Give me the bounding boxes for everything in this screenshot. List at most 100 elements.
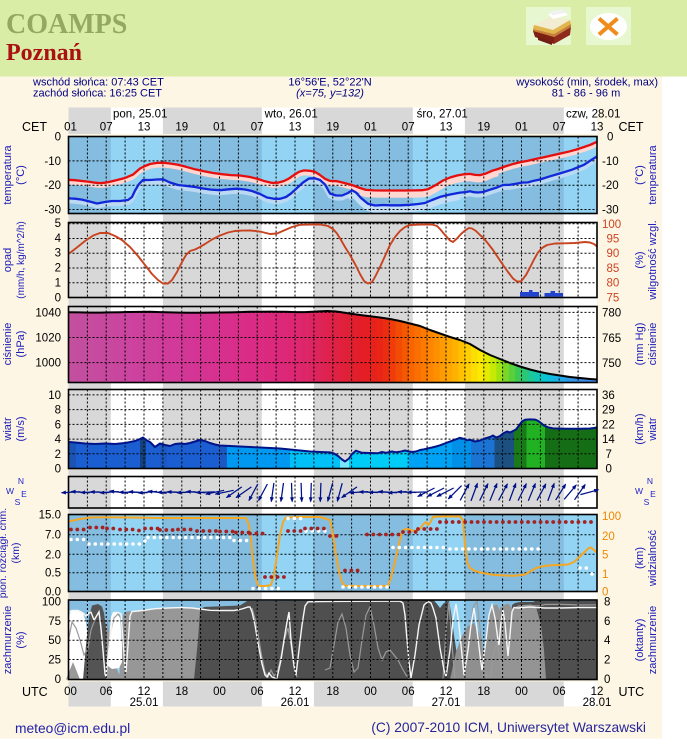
svg-text:75: 75 (607, 292, 620, 304)
svg-text:(km): (km) (10, 543, 22, 564)
svg-text:pion. rozciągł. chm.: pion. rozciągł. chm. (0, 508, 9, 598)
svg-text:zachód słońca: 16:25 CET: zachód słońca: 16:25 CET (33, 88, 162, 100)
svg-text:10: 10 (48, 390, 61, 402)
svg-text:wiatr: wiatr (647, 417, 659, 442)
svg-text:1040: 1040 (35, 307, 61, 319)
svg-text:UTC: UTC (619, 685, 645, 699)
svg-text:00: 00 (64, 686, 77, 698)
svg-text:-30: -30 (44, 205, 61, 217)
svg-text:19: 19 (477, 122, 490, 134)
svg-text:80: 80 (607, 278, 620, 290)
svg-text:3: 3 (55, 248, 61, 260)
svg-text:CET: CET (22, 120, 47, 134)
svg-text:0: 0 (604, 674, 610, 686)
svg-text:E: E (21, 489, 27, 499)
svg-text:95: 95 (607, 234, 620, 246)
svg-text:7: 7 (606, 449, 612, 461)
svg-text:22: 22 (602, 419, 615, 431)
svg-text:13: 13 (289, 122, 302, 134)
svg-text:(C) 2007-2010 ICM, Uniwersytet: (C) 2007-2010 ICM, Uniwersytet Warszawsk… (371, 720, 646, 735)
svg-text:śro, 27.01: śro, 27.01 (417, 109, 468, 121)
svg-text:07: 07 (251, 122, 264, 134)
svg-text:0.5: 0.5 (45, 568, 61, 580)
svg-text:ciśnienie: ciśnienie (2, 323, 14, 366)
svg-text:meteo@icm.edu.pl: meteo@icm.edu.pl (15, 721, 130, 736)
svg-text:1: 1 (55, 277, 61, 289)
svg-text:5: 5 (602, 550, 608, 562)
svg-text:13: 13 (138, 122, 151, 134)
svg-text:(mm Hg): (mm Hg) (634, 323, 646, 366)
svg-text:06: 06 (100, 686, 113, 698)
svg-text:temperatura: temperatura (2, 144, 14, 204)
svg-text:01: 01 (364, 122, 377, 134)
svg-text:25.01: 25.01 (130, 697, 159, 709)
svg-text:0: 0 (607, 132, 613, 144)
svg-text:1020: 1020 (35, 333, 61, 345)
svg-text:COAMPS: COAMPS (6, 9, 127, 40)
svg-text:czw, 28.01: czw, 28.01 (566, 109, 620, 121)
svg-text:E: E (650, 489, 656, 499)
svg-text:12: 12 (138, 686, 151, 698)
svg-text:0: 0 (55, 674, 61, 686)
svg-text:0: 0 (55, 292, 61, 304)
svg-text:4: 4 (55, 434, 62, 446)
svg-text:19: 19 (326, 122, 339, 134)
svg-text:(mm/h, kg/m^2/h): (mm/h, kg/m^2/h) (16, 221, 27, 298)
svg-text:S: S (644, 497, 650, 507)
svg-text:18: 18 (326, 686, 339, 698)
svg-text:-20: -20 (44, 180, 61, 192)
svg-text:CET: CET (619, 120, 644, 134)
svg-text:780: 780 (602, 308, 621, 320)
svg-text:13: 13 (440, 122, 453, 134)
svg-text:14: 14 (602, 434, 615, 446)
svg-text:36: 36 (602, 390, 615, 402)
svg-text:wysokość (min, środek, max): wysokość (min, środek, max) (515, 77, 658, 89)
svg-text:27.01: 27.01 (432, 697, 461, 709)
svg-text:W: W (6, 486, 14, 496)
svg-text:765: 765 (602, 333, 621, 345)
svg-text:ciśnienie: ciśnienie (647, 323, 659, 366)
svg-text:(x=75, y=132): (x=75, y=132) (296, 88, 364, 100)
svg-text:16°56'E, 52°22'N: 16°56'E, 52°22'N (288, 77, 371, 89)
svg-text:-20: -20 (602, 180, 619, 192)
svg-text:0: 0 (55, 464, 61, 476)
svg-text:00: 00 (213, 686, 226, 698)
svg-text:19: 19 (175, 122, 188, 134)
svg-text:4: 4 (604, 635, 611, 647)
svg-text:20: 20 (602, 531, 615, 543)
svg-text:85: 85 (607, 263, 620, 275)
svg-text:(oktanty): (oktanty) (634, 619, 646, 662)
svg-text:2: 2 (55, 263, 61, 275)
svg-text:N: N (647, 476, 653, 486)
svg-text:0: 0 (602, 587, 608, 599)
svg-text:5: 5 (55, 218, 61, 230)
svg-text:8: 8 (55, 405, 61, 417)
svg-text:07: 07 (100, 122, 113, 134)
svg-text:90: 90 (607, 248, 620, 260)
svg-text:UTC: UTC (22, 685, 48, 699)
svg-text:12: 12 (591, 686, 604, 698)
svg-text:N: N (18, 476, 24, 486)
svg-text:00: 00 (515, 686, 528, 698)
svg-text:06: 06 (553, 686, 566, 698)
svg-text:13: 13 (591, 122, 604, 134)
svg-text:07: 07 (553, 122, 566, 134)
svg-text:26.01: 26.01 (281, 697, 310, 709)
svg-text:(°C): (°C) (634, 165, 646, 185)
svg-text:81 - 86 - 96 m: 81 - 86 - 96 m (552, 88, 620, 100)
svg-text:(hPa): (hPa) (15, 331, 27, 358)
svg-text:widzialność: widzialność (647, 529, 659, 587)
svg-text:wiatr: wiatr (2, 417, 14, 442)
svg-text:750: 750 (602, 358, 621, 370)
svg-text:(km): (km) (634, 547, 646, 569)
svg-text:50: 50 (48, 635, 61, 647)
svg-text:Poznań: Poznań (6, 40, 82, 66)
svg-text:07: 07 (402, 122, 415, 134)
svg-text:S: S (15, 497, 21, 507)
svg-text:15.0: 15.0 (39, 510, 61, 522)
svg-text:-10: -10 (44, 156, 61, 168)
svg-text:75: 75 (48, 616, 61, 628)
svg-text:25: 25 (48, 655, 61, 667)
svg-text:wto, 26.01: wto, 26.01 (264, 109, 318, 121)
svg-text:1: 1 (602, 569, 608, 581)
